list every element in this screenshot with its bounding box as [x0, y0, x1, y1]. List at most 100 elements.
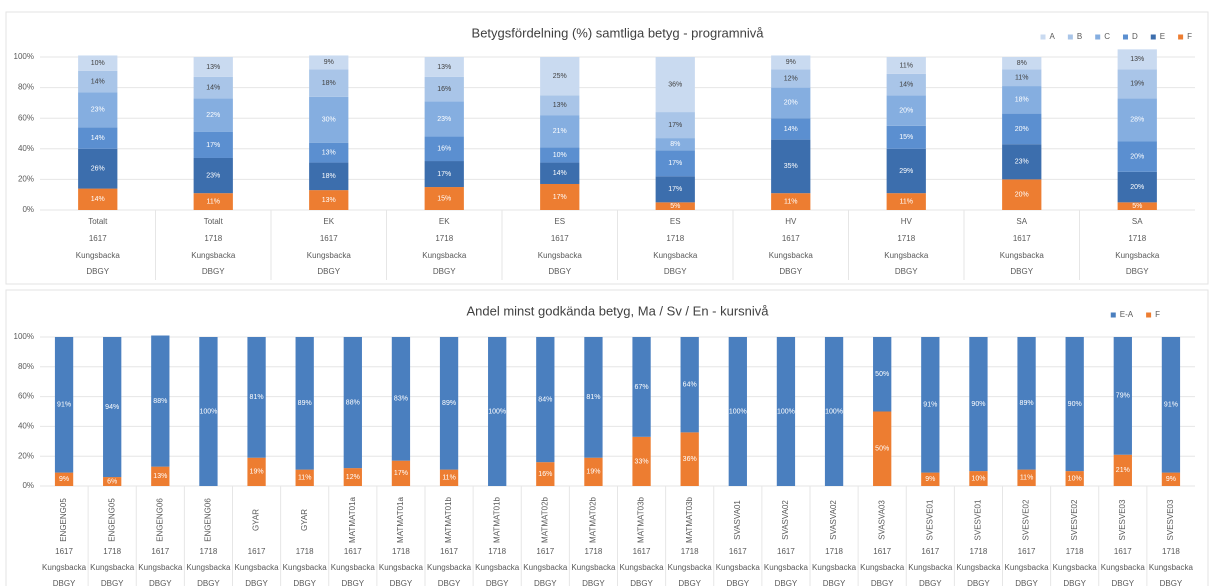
data-label: 100% — [199, 408, 217, 415]
bar-segment — [78, 55, 118, 71]
y-tick-label: 40% — [18, 144, 34, 153]
x-category-label: Kungsbacka — [812, 563, 857, 572]
x-category-label: 1718 — [585, 547, 603, 556]
data-label: 33% — [635, 458, 649, 465]
data-label: 16% — [437, 146, 451, 153]
legend-label: B — [1077, 32, 1082, 41]
x-category-label: 1718 — [488, 547, 506, 556]
x-category-label: SA — [1132, 217, 1143, 226]
bar-segment — [1002, 86, 1042, 114]
bar-segment — [199, 337, 218, 486]
x-category-label: SVESVE03 — [1166, 499, 1175, 540]
data-label: 90% — [971, 401, 985, 408]
bar-segment — [540, 57, 580, 96]
bar-segment — [247, 457, 266, 486]
x-category-label: ENGENG05 — [107, 498, 116, 542]
x-category-label: 1718 — [1162, 547, 1180, 556]
x-category-label: DBGY — [197, 579, 220, 586]
bar-segment — [1117, 202, 1157, 210]
x-category-label: SVESVE02 — [1022, 499, 1031, 540]
bar-segment — [1065, 337, 1084, 472]
x-category-label: 1617 — [344, 547, 362, 556]
legend-label: C — [1104, 32, 1110, 41]
data-label: 17% — [553, 194, 567, 201]
bar-segment — [824, 337, 844, 486]
legend-swatch — [1146, 312, 1152, 318]
x-category-label: 1617 — [1114, 547, 1132, 556]
bar-segment — [921, 472, 940, 486]
x-category-label: SVESVE03 — [1118, 499, 1127, 540]
data-label: 50% — [875, 371, 889, 378]
data-label: 23% — [437, 116, 451, 123]
data-label: 23% — [1015, 159, 1029, 166]
x-category-label: Kungsbacka — [42, 563, 87, 572]
x-category-label: SVESVE01 — [974, 499, 983, 540]
bar-segment — [424, 76, 464, 102]
data-label: 11% — [900, 62, 914, 69]
data-label: 13% — [153, 473, 167, 480]
legend-label: D — [1132, 32, 1138, 41]
x-category-label: Kungsbacka — [331, 563, 376, 572]
y-tick-label: 80% — [18, 83, 34, 92]
x-category-label: Kungsbacka — [716, 563, 761, 572]
x-category-label: 1718 — [435, 234, 453, 243]
bar-segment — [193, 98, 233, 132]
data-label: 17% — [437, 171, 451, 178]
x-category-label: SVASVA03 — [877, 500, 886, 540]
x-category-label: DBGY — [101, 579, 124, 586]
bar-segment — [655, 138, 695, 151]
data-label: 91% — [923, 402, 937, 409]
data-label: 83% — [394, 396, 408, 403]
bar-segment — [655, 112, 695, 139]
x-category-label: DBGY — [726, 579, 749, 586]
x-category-label: DBGY — [664, 267, 687, 276]
data-label: 88% — [153, 398, 167, 405]
data-label: 81% — [586, 394, 600, 401]
x-category-label: 1617 — [320, 234, 338, 243]
bar-segment — [488, 337, 507, 486]
bar-segment — [78, 148, 118, 189]
data-label: 11% — [207, 198, 221, 205]
x-category-label: DBGY — [293, 579, 316, 586]
x-category-label: 1718 — [1128, 234, 1146, 243]
bar-segment — [1113, 454, 1132, 486]
bar-segment — [540, 183, 580, 210]
x-category-label: GYAR — [252, 509, 261, 531]
x-category-label: DBGY — [775, 579, 798, 586]
x-category-label: Kungsbacka — [283, 563, 328, 572]
bar-segment — [1002, 179, 1042, 210]
bar-segment — [309, 142, 349, 163]
x-category-label: 1617 — [921, 547, 939, 556]
data-label: 10% — [91, 60, 105, 67]
bar-segment — [151, 466, 170, 486]
x-category-label: Kungsbacka — [235, 563, 280, 572]
x-category-label: DBGY — [390, 579, 413, 586]
data-label: 100% — [488, 408, 506, 415]
x-category-label: EK — [439, 217, 450, 226]
x-category-label: 1617 — [248, 547, 266, 556]
data-label: 23% — [91, 107, 105, 114]
bar-segment — [309, 55, 349, 70]
data-label: 13% — [322, 197, 336, 204]
x-category-label: Kungsbacka — [186, 563, 231, 572]
data-label: 36% — [683, 456, 697, 463]
x-category-label: 1718 — [200, 547, 218, 556]
bar-segment — [771, 193, 811, 210]
x-category-label: Kungsbacka — [1149, 563, 1194, 572]
x-category-label: 1617 — [633, 547, 651, 556]
x-category-label: DBGY — [202, 267, 225, 276]
bar-segment — [1117, 171, 1157, 203]
x-category-label: DBGY — [630, 579, 653, 586]
data-label: 13% — [1130, 56, 1144, 63]
x-category-label: 1718 — [825, 547, 843, 556]
x-category-label: DBGY — [534, 579, 557, 586]
bar-segment — [680, 432, 699, 486]
data-label: 22% — [206, 112, 220, 119]
bar-segment — [771, 69, 811, 88]
bar-segment — [309, 190, 349, 210]
data-label: 100% — [777, 408, 795, 415]
x-category-label: 1617 — [151, 547, 169, 556]
x-category-label: DBGY — [1063, 579, 1086, 586]
